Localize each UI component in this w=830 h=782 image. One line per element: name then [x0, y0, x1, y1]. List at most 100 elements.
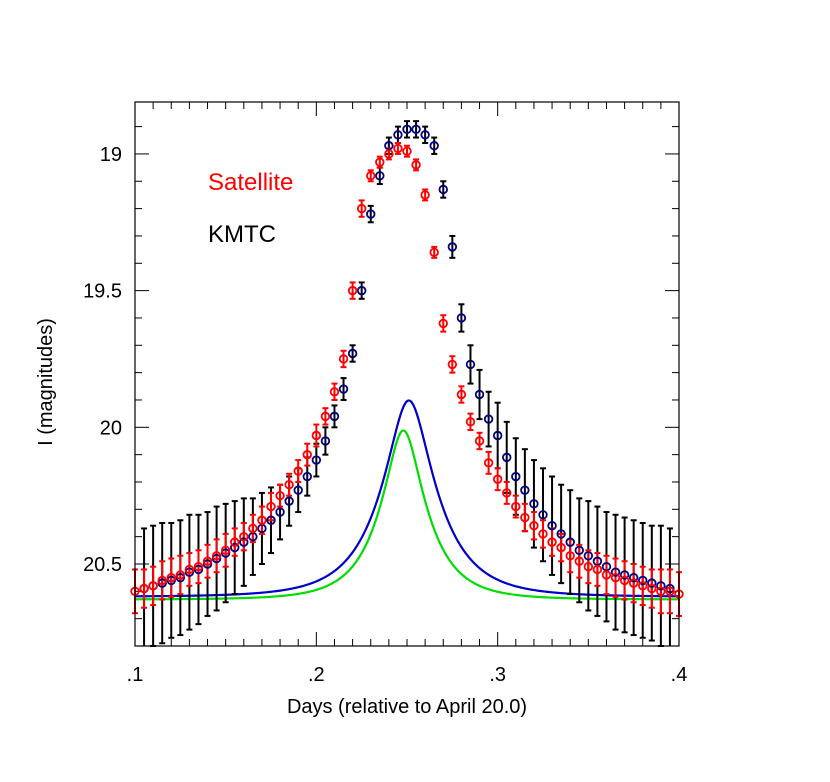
- data-point-kmtc: [483, 414, 494, 424]
- data-point-kmtc: [502, 452, 512, 463]
- data-point-kmtc: [239, 537, 249, 547]
- data-point-satellite: [266, 501, 276, 512]
- data-point-satellite: [320, 411, 331, 422]
- x-tick-label: .1: [127, 664, 144, 686]
- data-point-kmtc: [329, 411, 340, 422]
- data-point-kmtc: [266, 515, 276, 525]
- data-point-kmtc: [556, 529, 566, 539]
- data-point-satellite: [420, 190, 430, 200]
- data-point-kmtc: [574, 545, 584, 556]
- data-markers: [130, 124, 684, 599]
- data-point-satellite: [293, 466, 303, 476]
- data-point-satellite: [302, 449, 312, 460]
- y-axis-title: I (magnitudes): [35, 318, 57, 446]
- data-point-satellite: [157, 575, 167, 586]
- data-point-satellite: [248, 523, 258, 534]
- data-point-kmtc: [411, 124, 421, 135]
- error-bars: [132, 120, 682, 647]
- data-point-satellite: [211, 551, 222, 561]
- data-point-kmtc: [230, 542, 240, 553]
- data-point-kmtc: [465, 359, 476, 370]
- data-point-satellite: [538, 529, 548, 539]
- data-point-satellite: [284, 480, 294, 490]
- data-point-satellite: [438, 318, 448, 329]
- data-point-satellite: [474, 436, 485, 446]
- data-point-kmtc: [366, 209, 376, 219]
- data-point-kmtc: [356, 285, 367, 296]
- x-tick-label: .4: [671, 664, 688, 686]
- data-point-satellite: [529, 521, 539, 531]
- data-point-kmtc: [393, 130, 403, 140]
- data-point-satellite: [601, 570, 612, 580]
- data-point-kmtc: [610, 567, 621, 577]
- data-point-satellite: [565, 551, 575, 561]
- data-point-satellite: [429, 247, 439, 258]
- data-point-satellite: [619, 575, 630, 586]
- legend: Satellite KMTC: [208, 169, 293, 248]
- data-point-satellite: [166, 572, 176, 583]
- data-point-kmtc: [429, 141, 439, 151]
- data-point-kmtc: [619, 570, 630, 580]
- data-point-kmtc: [656, 581, 666, 591]
- y-tick-label: 19.5: [83, 281, 122, 303]
- data-point-satellite: [202, 556, 213, 566]
- data-point-satellite: [520, 512, 530, 523]
- data-point-kmtc: [529, 499, 539, 509]
- data-point-kmtc: [492, 430, 503, 441]
- data-point-satellite: [139, 583, 149, 594]
- data-point-kmtc: [420, 130, 430, 140]
- data-point-satellite: [411, 160, 421, 170]
- data-point-satellite: [628, 578, 639, 588]
- data-point-kmtc: [347, 348, 358, 359]
- data-point-satellite: [665, 586, 675, 597]
- x-axis-title: Days (relative to April 20.0): [287, 696, 527, 718]
- data-point-kmtc: [565, 537, 575, 547]
- data-point-satellite: [384, 149, 394, 159]
- data-point-satellite: [257, 515, 267, 525]
- data-point-satellite: [511, 501, 521, 512]
- data-point-kmtc: [520, 485, 530, 495]
- data-point-satellite: [239, 531, 249, 542]
- data-point-kmtc: [547, 521, 557, 531]
- data-point-kmtc: [628, 572, 639, 583]
- data-point-satellite: [366, 171, 376, 181]
- data-point-satellite: [338, 354, 349, 364]
- plot-frame: [134, 101, 680, 647]
- data-point-satellite: [547, 537, 557, 547]
- data-point-satellite: [647, 583, 657, 594]
- data-point-satellite: [375, 157, 385, 167]
- data-point-kmtc: [647, 578, 657, 588]
- data-point-kmtc: [284, 496, 294, 506]
- data-point-kmtc: [402, 124, 412, 135]
- data-point-satellite: [610, 572, 621, 583]
- data-point-kmtc: [438, 184, 448, 195]
- y-tick-label: 20.5: [83, 554, 122, 576]
- data-point-kmtc: [320, 436, 331, 446]
- data-point-satellite: [583, 562, 594, 572]
- data-point-satellite: [456, 389, 467, 400]
- y-tick-label: 20: [100, 417, 122, 439]
- data-point-satellite: [447, 359, 458, 370]
- data-point-kmtc: [338, 384, 349, 394]
- data-point-satellite: [402, 146, 412, 156]
- x-tick-label: .3: [489, 664, 506, 686]
- data-point-kmtc: [447, 242, 458, 252]
- data-point-satellite: [483, 458, 494, 468]
- data-point-kmtc: [311, 455, 322, 465]
- y-tick-label: 19: [100, 144, 122, 166]
- data-point-kmtc: [293, 485, 303, 495]
- data-point-satellite: [393, 143, 403, 154]
- data-point-satellite: [220, 545, 231, 556]
- data-point-satellite: [465, 417, 476, 427]
- data-point-satellite: [347, 285, 358, 296]
- data-point-kmtc: [474, 389, 485, 400]
- legend-entry-kmtc: KMTC: [208, 221, 276, 248]
- data-point-kmtc: [538, 510, 548, 520]
- data-point-satellite: [638, 581, 648, 591]
- data-point-satellite: [502, 488, 512, 498]
- data-point-satellite: [184, 564, 195, 575]
- data-point-kmtc: [456, 313, 467, 323]
- data-point-satellite: [148, 581, 158, 591]
- data-point-satellite: [656, 586, 666, 597]
